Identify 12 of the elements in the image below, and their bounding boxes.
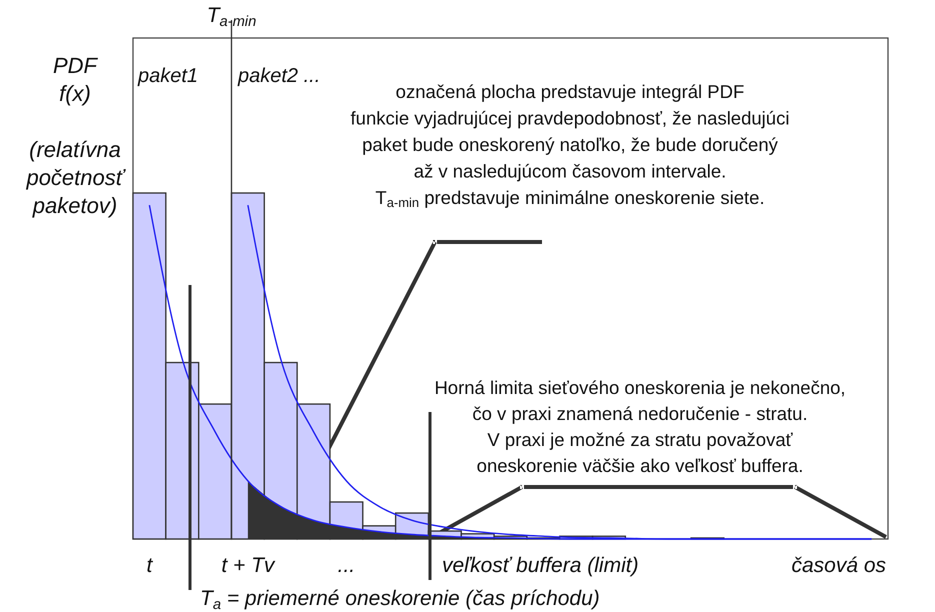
text: paket2 ... [237,65,320,87]
x-tick-label: ... [338,554,356,577]
x-tick-label: t [146,554,154,577]
text: T$_{a}$ = priemerné oneskorenie (čas príchodu) [200,587,600,612]
text: veľkosť buffera (limit) [442,554,639,577]
x-tick-label: t + Tv [221,554,276,577]
text: PDF f(x) (relatívna početnosť paketov) [26,53,124,218]
x-tick-label: časová os [791,554,887,577]
text: paket1 [137,65,198,87]
annotation: Horná limita sieťového oneskorenia je nekonečno, čo v praxi znamená nedoručenie - stratu. V praxi je možné za stratu považovať oneskorenie väčšie ako veľkosť buffera. [434,377,846,476]
text: označená plocha predstavuje integrál PDF funkcie vyjadrujúcej pravdepodobnosť, že nasledujúci paket bude oneskorený natoľko, že bude doručený až v nasledujúcom časovom intervale. T$_{a-min}$ predstavuje minimálne oneskorenie siete. [350,81,790,210]
text: T$_{a-min}$ [206,4,256,30]
